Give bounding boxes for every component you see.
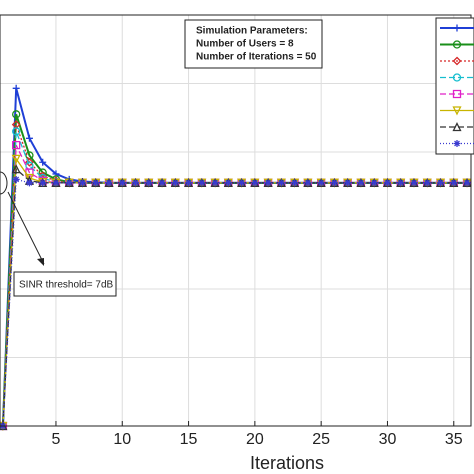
marker — [158, 179, 166, 187]
annotation: SINR threshold= 7dB — [19, 280, 114, 291]
x-tick-label: 5 — [52, 431, 61, 448]
marker — [238, 179, 246, 187]
marker — [452, 122, 462, 132]
marker — [12, 141, 21, 150]
marker — [224, 179, 232, 187]
arrow — [7, 191, 45, 265]
marker — [78, 179, 86, 187]
marker — [11, 154, 21, 164]
marker — [39, 179, 47, 187]
annotation-box — [13, 271, 117, 297]
marker — [25, 179, 33, 187]
marker — [357, 179, 365, 187]
x-tick-label: 25 — [312, 431, 330, 448]
marker — [304, 179, 312, 187]
axes-frame — [0, 14, 472, 427]
marker — [12, 175, 20, 183]
marker — [211, 179, 219, 187]
marker — [452, 89, 462, 99]
marker — [65, 179, 73, 187]
marker — [277, 179, 285, 187]
marker — [171, 179, 179, 187]
marker — [132, 179, 140, 187]
marker — [185, 179, 193, 187]
marker — [12, 110, 21, 119]
marker — [410, 179, 418, 187]
marker — [92, 179, 100, 187]
x-axis-label: Iterations — [250, 453, 324, 473]
marker — [52, 179, 60, 187]
marker — [452, 56, 462, 66]
marker — [423, 179, 431, 187]
marker — [450, 179, 458, 187]
marker — [12, 84, 20, 92]
marker — [39, 158, 47, 166]
marker — [25, 134, 33, 142]
marker — [437, 179, 445, 187]
marker — [383, 179, 391, 187]
marker — [291, 179, 299, 187]
annotation: Simulation Parameters: — [196, 26, 308, 37]
marker — [344, 179, 352, 187]
marker — [105, 179, 113, 187]
arrow-head — [37, 258, 44, 266]
marker — [24, 173, 34, 183]
marker — [452, 73, 462, 82]
grid — [0, 14, 471, 427]
marker — [145, 179, 153, 187]
marker — [453, 140, 461, 147]
marker — [317, 179, 325, 187]
x-tick-label: 20 — [246, 431, 264, 448]
legend — [435, 17, 474, 155]
marker — [251, 179, 259, 187]
plot — [0, 84, 472, 431]
marker — [452, 40, 462, 49]
marker — [370, 179, 378, 187]
marker — [264, 179, 272, 187]
x-tick-label: 30 — [379, 431, 397, 448]
marker — [453, 24, 461, 32]
x-tick-label: 10 — [113, 431, 131, 448]
marker — [452, 106, 462, 116]
x-tick-label: 35 — [445, 431, 463, 448]
marker — [198, 179, 206, 187]
marker — [12, 127, 21, 136]
highlight-ellipse — [0, 171, 8, 195]
annotation-box — [184, 19, 323, 69]
marker — [118, 179, 126, 187]
annotation: Number of Users = 8 — [196, 39, 294, 50]
marker — [330, 179, 338, 187]
legend-items — [440, 24, 474, 147]
marker — [11, 164, 21, 174]
marker — [397, 179, 405, 187]
annotation: Number of Iterations = 50 — [196, 52, 317, 63]
marker — [463, 179, 471, 187]
x-tick-label: 15 — [180, 431, 198, 448]
